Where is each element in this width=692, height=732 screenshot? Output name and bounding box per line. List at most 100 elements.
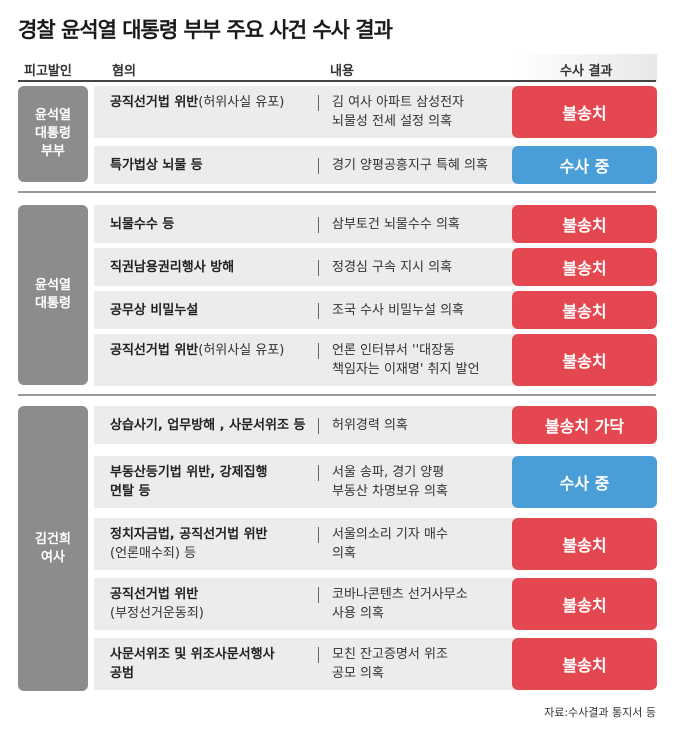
content-line2: 뇌물성 전세 설정 의혹: [332, 114, 453, 129]
table-row: 뇌물수수 등 삼부토건 뇌물수수 의혹: [94, 205, 520, 243]
content-line1: 허위경력 의혹: [332, 418, 408, 433]
table-row: 정치자금법, 공직선거법 위반 (언론매수죄) 등 서울의소리 기자 매수 의혹: [94, 518, 520, 570]
content-text: 경기 양평공흥지구 특혜 의혹: [332, 156, 522, 175]
charge-bold: 부동산등기법 위반, 강제집행: [110, 465, 268, 480]
charge-sub: (허위사실 유포): [198, 95, 285, 110]
table-row: 공무상 비밀누설 조국 수사 비밀누설 의혹: [94, 291, 520, 329]
table-row: 공직선거법 위반(허위사실 유포) 김 여사 아파트 삼성전자 뇌물성 전세 설정 …: [94, 86, 520, 138]
content-text: 허위경력 의혹: [332, 416, 522, 435]
charge-text: 공직선거법 위반(허위사실 유포): [110, 93, 310, 112]
defendant-line: 여사: [41, 549, 65, 565]
column-divider: [318, 260, 319, 276]
column-divider: [318, 95, 319, 111]
content-line2: 의혹: [332, 546, 356, 561]
column-divider: [318, 343, 319, 359]
charge-bold: 뇌물수수 등: [110, 217, 175, 232]
charge-bold: 사문서위조 및 위조사문서행사: [110, 647, 275, 662]
defendant-line: 대통령: [35, 296, 71, 311]
charge-text: 공직선거법 위반 (부정선거운동죄): [110, 585, 310, 623]
content-line1: 정경심 구속 지시 의혹: [332, 260, 453, 275]
content-line1: 삼부토건 뇌물수수 의혹: [332, 217, 460, 232]
content-text: 서울 송파, 경기 양평 부동산 차명보유 의혹: [332, 463, 522, 501]
charge-line2: (언론매수죄) 등: [110, 546, 197, 561]
content-line1: 서울 송파, 경기 양평: [332, 465, 445, 480]
result-badge: 불송치: [512, 578, 657, 630]
content-line1: 언론 인터뷰서 ''대장동: [332, 343, 456, 358]
charge-text: 상습사기, 업무방해 , 사문서위조 등: [110, 416, 310, 435]
content-text: 김 여사 아파트 삼성전자 뇌물성 전세 설정 의혹: [332, 93, 522, 131]
defendant-line: 윤석열: [35, 278, 71, 293]
charge-text: 특가법상 뇌물 등: [110, 156, 310, 175]
charge-text: 공무상 비밀누설: [110, 301, 310, 320]
charge-bold: 정치자금법, 공직선거법 위반: [110, 527, 268, 542]
header-result: 수사 결과: [560, 64, 613, 79]
table-row: 상습사기, 업무방해 , 사문서위조 등 허위경력 의혹: [94, 406, 520, 444]
defendant-line: 대통령: [35, 126, 71, 141]
charge-bold: 직권남용권리행사 방해: [110, 260, 235, 275]
charge-line2: 공범: [110, 666, 134, 681]
result-header-bg: [512, 54, 657, 82]
charge-bold: 특가법상 뇌물 등: [110, 158, 203, 173]
content-line1: 경기 양평공흥지구 특혜 의혹: [332, 158, 488, 173]
column-divider: [318, 217, 319, 233]
content-line2: 책임자는 이재명' 취지 발언: [332, 362, 480, 377]
column-divider: [318, 158, 319, 174]
charge-bold: 공직선거법 위반: [110, 95, 199, 110]
content-text: 코바나콘텐츠 선거사무소 사용 의혹: [332, 585, 522, 623]
page-title: 경찰 윤석열 대통령 부부 주요 사건 수사 결과: [18, 18, 393, 42]
result-badge: 불송치: [512, 291, 657, 329]
charge-text: 정치자금법, 공직선거법 위반 (언론매수죄) 등: [110, 525, 310, 563]
charge-text: 직권남용권리행사 방해: [110, 258, 310, 277]
charge-bold: 공직선거법 위반: [110, 343, 199, 358]
content-text: 정경심 구속 지시 의혹: [332, 258, 522, 277]
content-text: 서울의소리 기자 매수 의혹: [332, 525, 522, 563]
result-badge: 수사 중: [512, 146, 657, 184]
header-rule: [18, 80, 656, 82]
header-defendant: 피고발인: [24, 64, 72, 79]
content-line1: 조국 수사 비밀누설 의혹: [332, 303, 464, 318]
group-divider: [18, 191, 656, 193]
result-badge: 불송치: [512, 518, 657, 570]
content-line1: 모친 잔고증명서 위조: [332, 647, 448, 662]
table-row: 공직선거법 위반 (부정선거운동죄) 코바나콘텐츠 선거사무소 사용 의혹: [94, 578, 520, 630]
result-badge: 수사 중: [512, 456, 657, 508]
table-row: 직권남용권리행사 방해 정경심 구속 지시 의혹: [94, 248, 520, 286]
result-badge: 불송치: [512, 86, 657, 138]
content-line2: 사용 의혹: [332, 606, 384, 621]
column-divider: [318, 587, 319, 603]
content-text: 삼부토건 뇌물수수 의혹: [332, 215, 522, 234]
result-badge: 불송치: [512, 334, 657, 386]
column-divider: [318, 465, 319, 481]
content-line2: 공모 의혹: [332, 666, 384, 681]
charge-text: 뇌물수수 등: [110, 215, 310, 234]
result-badge: 불송치: [512, 205, 657, 243]
charge-sub: (허위사실 유포): [198, 343, 285, 358]
charge-bold: 공직선거법 위반: [110, 587, 199, 602]
column-divider: [318, 647, 319, 663]
result-badge: 불송치: [512, 638, 657, 690]
header-charge: 혐의: [112, 64, 136, 79]
defendant-line: 부부: [41, 144, 65, 159]
charge-text: 공직선거법 위반(허위사실 유포): [110, 341, 310, 360]
defendant-line: 윤석열: [35, 108, 71, 123]
result-badge: 불송치 가닥: [512, 406, 657, 444]
result-badge: 불송치: [512, 248, 657, 286]
charge-bold: 상습사기, 업무방해 , 사문서위조 등: [110, 418, 306, 433]
defendant-line: 김건희: [35, 531, 71, 547]
charge-bold: 공무상 비밀누설: [110, 303, 199, 318]
charge-line2: 면탈 등: [110, 484, 151, 499]
column-divider: [318, 527, 319, 543]
column-divider: [318, 418, 319, 434]
content-text: 조국 수사 비밀누설 의혹: [332, 301, 522, 320]
table-row: 특가법상 뇌물 등 경기 양평공흥지구 특혜 의혹: [94, 146, 520, 184]
